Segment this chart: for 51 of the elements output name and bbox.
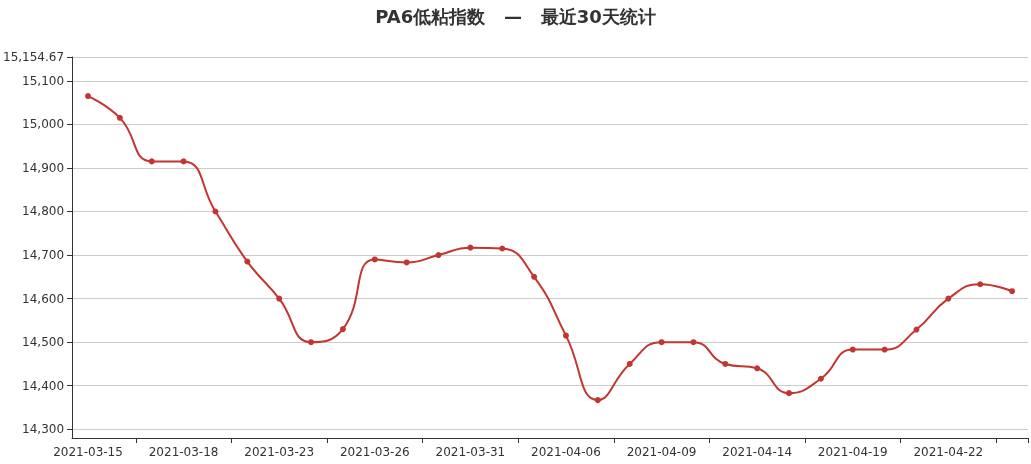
point xyxy=(594,397,601,404)
point xyxy=(626,360,633,367)
x-tick-label: 2021-03-31 xyxy=(435,445,506,459)
x-tick-label: 2021-03-26 xyxy=(339,445,410,459)
x-tick-label: 2021-03-23 xyxy=(244,445,315,459)
chart-title: PA6低粘指数 — 最近30天统计 xyxy=(375,5,656,27)
point xyxy=(531,273,538,280)
y-tick-label: 14,400 xyxy=(22,378,65,393)
point xyxy=(658,339,665,346)
point xyxy=(913,326,920,333)
point xyxy=(786,390,793,397)
point xyxy=(945,295,952,302)
point xyxy=(690,339,697,346)
point xyxy=(371,256,378,263)
point xyxy=(276,295,283,302)
point xyxy=(562,332,569,339)
point xyxy=(212,208,219,215)
y-tick-label: 14,800 xyxy=(22,204,65,219)
point xyxy=(722,360,729,367)
point xyxy=(754,365,761,372)
x-tick-label: 2021-03-15 xyxy=(53,445,123,459)
point xyxy=(817,375,824,382)
point xyxy=(308,339,315,346)
y-tick-label: 14,700 xyxy=(22,248,65,263)
point xyxy=(435,252,442,259)
y-tick-label: 14,600 xyxy=(22,291,65,306)
point xyxy=(339,326,346,333)
y-tick-label: 15,154.67 xyxy=(2,50,65,64)
x-tick-label: 2021-04-14 xyxy=(722,445,793,459)
x-tick-label: 2021-04-06 xyxy=(531,445,601,459)
point xyxy=(881,346,888,353)
point xyxy=(977,281,984,288)
x-tick-label: 2021-04-09 xyxy=(626,445,697,459)
y-tick-label: 15,000 xyxy=(22,117,65,132)
y-tick-label: 14,500 xyxy=(22,335,65,350)
point xyxy=(85,93,91,100)
y-tick-label: 15,100 xyxy=(22,73,65,88)
x-tick-label: 2021-04-19 xyxy=(817,445,888,459)
point xyxy=(148,158,155,165)
point xyxy=(244,258,251,265)
x-tick-label: 2021-04-22 xyxy=(913,445,984,459)
point xyxy=(499,245,506,252)
y-tick-label: 14,300 xyxy=(22,422,65,437)
point xyxy=(1009,288,1016,295)
point xyxy=(116,114,123,121)
point xyxy=(467,244,474,251)
point xyxy=(849,346,856,353)
point xyxy=(403,259,410,266)
point xyxy=(180,158,187,165)
y-tick-label: 14,900 xyxy=(22,160,65,175)
x-tick-label: 2021-03-18 xyxy=(148,445,219,459)
